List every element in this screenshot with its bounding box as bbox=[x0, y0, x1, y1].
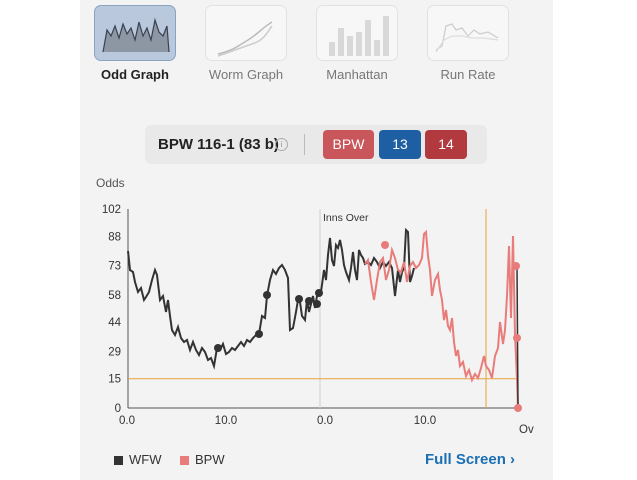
tab-label-worm-graph: Worm Graph bbox=[208, 67, 284, 82]
y-tick-label: 88 bbox=[108, 231, 121, 243]
info-icon[interactable]: i bbox=[275, 138, 288, 151]
odds-value-1[interactable]: 13 bbox=[379, 130, 421, 159]
run-rate-icon bbox=[435, 23, 499, 53]
tab-odd-graph[interactable] bbox=[94, 5, 176, 61]
tab-label-odd-graph: Odd Graph bbox=[101, 67, 169, 82]
x-axis-end-label: Ov bbox=[519, 424, 534, 436]
graph-panel bbox=[80, 0, 553, 480]
innings-annotation: Inns Over bbox=[323, 212, 369, 224]
bpw-wicket-marker bbox=[381, 241, 389, 249]
bpw-wicket-marker bbox=[514, 404, 522, 412]
legend-label-bpw: BPW bbox=[195, 452, 225, 467]
wfw-wicket-marker bbox=[263, 291, 271, 299]
tab-manhattan[interactable] bbox=[316, 5, 398, 61]
y-axis-title: Odds bbox=[96, 176, 125, 190]
y-tick-label: 44 bbox=[108, 317, 121, 329]
tab-label-run-rate: Run Rate bbox=[440, 67, 496, 82]
x-tick-label: 10.0 bbox=[215, 415, 237, 427]
y-tick-label: 15 bbox=[108, 374, 121, 386]
wfw-wicket-marker bbox=[315, 289, 323, 297]
y-tick-label: 102 bbox=[102, 204, 121, 216]
y-tick-label: 29 bbox=[108, 346, 121, 358]
bpw-wicket-marker bbox=[513, 334, 521, 342]
worm-graph-icon bbox=[217, 21, 273, 57]
wfw-wicket-marker bbox=[313, 300, 321, 308]
x-tick-label: 0.0 bbox=[119, 415, 135, 427]
score-bar: BPW 116-1 (83 b) i BPW 13 14 bbox=[145, 125, 487, 164]
manhattan-icon bbox=[329, 16, 389, 56]
odd-graph-icon bbox=[102, 17, 170, 53]
y-tick-label: 73 bbox=[108, 261, 121, 273]
legend-swatch-wfw bbox=[114, 456, 123, 465]
x-tick-label: 10.0 bbox=[414, 415, 436, 427]
wfw-wicket-marker bbox=[214, 344, 222, 352]
y-tick-label: 0 bbox=[115, 403, 121, 415]
legend-bpw: BPW bbox=[180, 452, 225, 467]
tab-worm-graph[interactable] bbox=[205, 5, 287, 61]
series-wfw-line bbox=[127, 227, 415, 370]
tab-label-manhattan: Manhattan bbox=[326, 67, 388, 82]
tab-run-rate[interactable] bbox=[427, 5, 509, 61]
bpw-wicket-marker bbox=[512, 262, 520, 270]
legend-wfw: WFW bbox=[114, 452, 161, 467]
x-tick-label: 0.0 bbox=[317, 415, 333, 427]
divider bbox=[304, 134, 305, 155]
wfw-wicket-marker bbox=[255, 330, 263, 338]
wfw-wicket-marker bbox=[295, 295, 303, 303]
full-screen-link[interactable]: Full Screen › bbox=[425, 451, 516, 468]
legend-swatch-bpw bbox=[180, 456, 189, 465]
legend-label-wfw: WFW bbox=[129, 452, 162, 467]
wfw-wicket-marker bbox=[305, 297, 313, 305]
y-tick-label: 58 bbox=[108, 290, 121, 302]
score-text: BPW 116-1 (83 b) bbox=[158, 136, 279, 153]
team-badge[interactable]: BPW bbox=[323, 130, 374, 159]
series-bpw-line bbox=[364, 229, 519, 409]
odds-value-2[interactable]: 14 bbox=[425, 130, 467, 159]
